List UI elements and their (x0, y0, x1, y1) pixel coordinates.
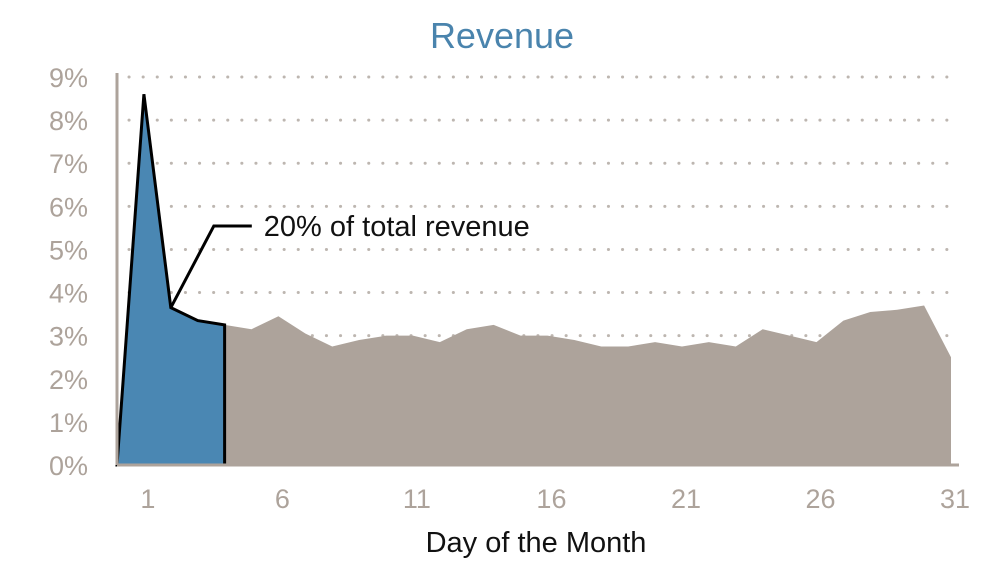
y-tick-label: 3% (49, 322, 88, 352)
y-tick-label: 2% (49, 365, 88, 395)
x-tick-label: 11 (403, 484, 431, 514)
x-tick-label: 16 (536, 484, 566, 514)
y-tick-label: 9% (49, 63, 88, 93)
annotation-leader-line (169, 224, 252, 309)
x-tick-label: 21 (671, 484, 701, 514)
y-tick-label: 0% (49, 451, 88, 481)
x-tick-label: 6 (275, 484, 290, 514)
y-tick-labels: 0% 1% 2% 3% 4% 5% 6% 7% 8% 9% (49, 63, 88, 481)
highlighted-area (115, 94, 227, 467)
x-tick-labels: 1 6 11 16 21 26 31 (140, 484, 970, 514)
y-tick-label: 4% (49, 279, 88, 309)
axes (115, 73, 959, 467)
chart-title: Revenue (430, 15, 574, 56)
x-axis-label: Day of the Month (426, 527, 647, 559)
x-tick-label: 26 (805, 484, 835, 514)
annotations: 20% of total revenue (169, 211, 530, 309)
x-tick-label: 1 (140, 484, 155, 514)
y-tick-label: 5% (49, 235, 88, 265)
x-tick-label: 31 (940, 484, 970, 514)
y-tick-label: 1% (49, 408, 88, 438)
y-tick-label: 6% (49, 192, 88, 222)
area-layer (115, 94, 951, 467)
y-tick-label: 7% (49, 149, 88, 179)
revenue-area (117, 94, 951, 465)
annotation-label: 20% of total revenue (264, 211, 530, 243)
y-tick-label: 8% (49, 106, 88, 136)
